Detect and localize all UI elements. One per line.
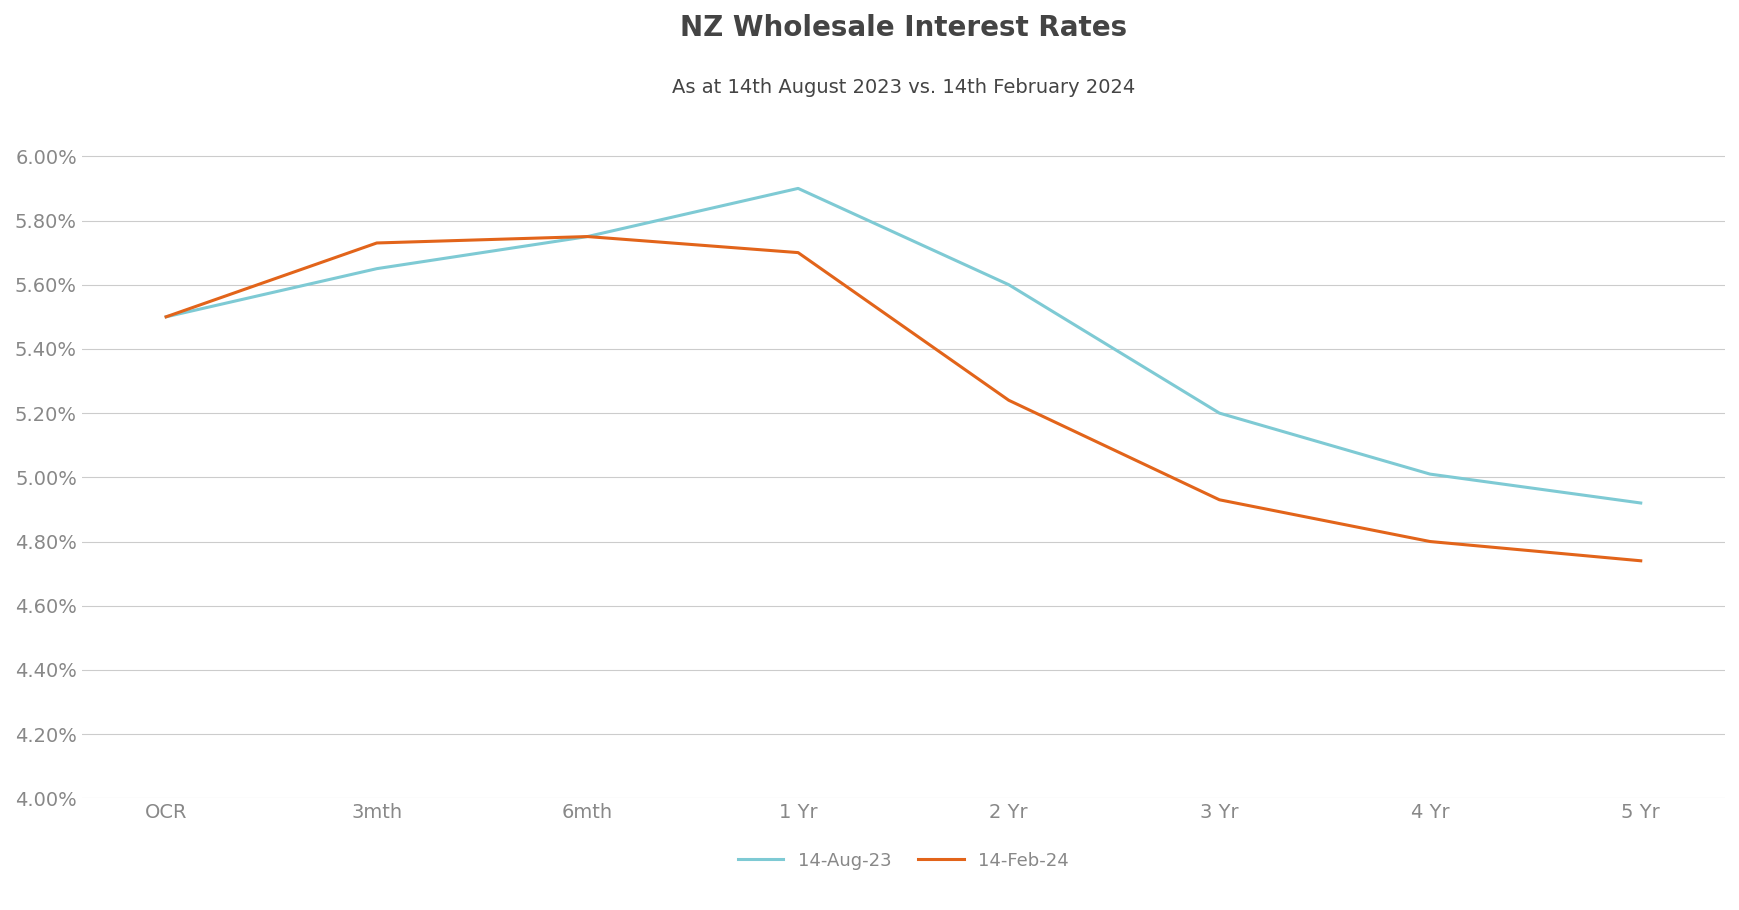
14-Aug-23	[1629, 498, 1650, 509]
14-Feb-24	[155, 311, 176, 322]
14-Aug-23	[788, 183, 809, 194]
14-Aug-23	[1419, 469, 1440, 480]
Line: 14-Feb-24: 14-Feb-24	[165, 237, 1640, 561]
14-Feb-24	[998, 395, 1019, 406]
14-Aug-23	[1209, 408, 1229, 419]
14-Feb-24	[1419, 536, 1440, 547]
14-Feb-24	[577, 231, 598, 242]
Text: As at 14th August 2023 vs. 14th February 2024: As at 14th August 2023 vs. 14th February…	[671, 78, 1134, 96]
14-Aug-23	[577, 231, 598, 242]
14-Aug-23	[155, 311, 176, 322]
14-Feb-24	[788, 248, 809, 258]
14-Feb-24	[367, 238, 388, 248]
14-Aug-23	[367, 263, 388, 274]
Text: NZ Wholesale Interest Rates: NZ Wholesale Interest Rates	[680, 15, 1127, 42]
14-Feb-24	[1629, 555, 1650, 566]
14-Feb-24	[1209, 494, 1229, 505]
Legend: 14-Aug-23, 14-Feb-24: 14-Aug-23, 14-Feb-24	[730, 844, 1075, 877]
Line: 14-Aug-23: 14-Aug-23	[165, 188, 1640, 503]
14-Aug-23	[998, 279, 1019, 290]
